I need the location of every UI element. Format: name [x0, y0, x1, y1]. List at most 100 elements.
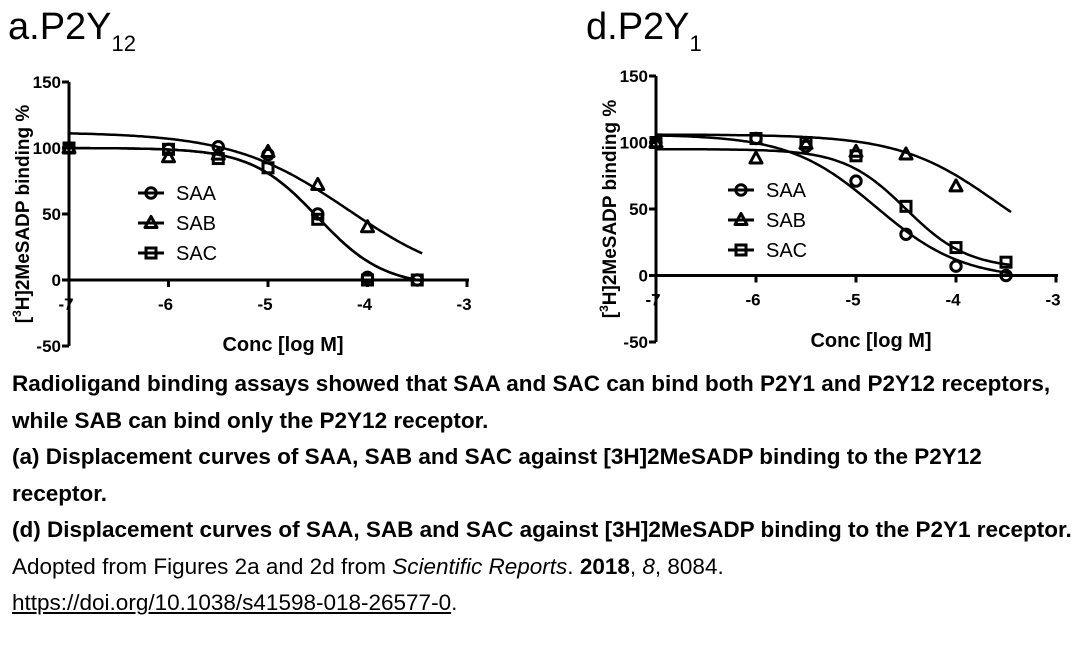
- panel-a-title-subscript: 12: [111, 31, 137, 56]
- d-x-tick-label: -5: [845, 291, 860, 310]
- d-legend-marker-saa: [734, 183, 748, 197]
- a-point-sac: [162, 142, 175, 156]
- a-axes: -50 0 50 100 150 -7 -6 -5 -4 -3 Conc [log M] [3H]2M…: [10, 73, 472, 356]
- caption-doi: https://doi.org/10.1038/s41598-018-26577…: [12, 585, 1078, 622]
- a-point-sab: [360, 219, 375, 234]
- a-x-tick-label: -6: [158, 295, 173, 314]
- a-x-tick-label: -4: [357, 295, 373, 314]
- a-y-label-sup: 3: [10, 310, 24, 317]
- a-legend-label-sab: SAB: [176, 213, 216, 235]
- caption-summary: Radioligand binding assays showed that S…: [12, 371, 1051, 433]
- a-point-sab: [260, 143, 276, 158]
- d-y-tick-label: 0: [639, 267, 648, 286]
- a-curve-sac: [69, 146, 423, 283]
- a-point-sac: [211, 152, 225, 166]
- caption-source: Adopted from Figures 2a and 2d from Scie…: [12, 549, 1078, 586]
- a-points-sac: [62, 141, 424, 287]
- source-sep-2: ,: [629, 553, 643, 579]
- d-point-saa: [899, 227, 913, 241]
- d-points-saa: [649, 131, 1013, 283]
- d-x-tick-label: -4: [945, 291, 961, 310]
- d-y-label-rest: H]2MeSADP binding %: [600, 100, 621, 306]
- a-point-sac: [361, 273, 374, 287]
- d-points-sac: [649, 132, 1013, 269]
- d-point-saa: [849, 174, 863, 188]
- a-curve-sab: [69, 132, 423, 255]
- caption-panel-d: (d) Displacement curves of SAA, SAB and …: [12, 517, 1072, 542]
- panel-a-title-text: a.P2Y: [8, 6, 112, 48]
- d-point-saa: [949, 259, 963, 273]
- d-x-tick-label: -7: [645, 291, 660, 310]
- a-y-tick-label: 100: [33, 139, 61, 158]
- d-legend: SAA SAB SAC: [728, 180, 807, 262]
- a-x-tick-label: -3: [456, 295, 471, 314]
- d-point-sac: [849, 149, 863, 163]
- d-point-sab: [898, 146, 914, 161]
- d-x-tick-label: -3: [1045, 291, 1060, 310]
- d-y-tick-label: 150: [620, 67, 648, 86]
- a-y-tick-label: 150: [33, 73, 61, 92]
- a-point-sac: [261, 161, 275, 175]
- doi-link[interactable]: https://doi.org/10.1038/s41598-018-26577…: [12, 590, 452, 615]
- d-point-sac: [949, 241, 963, 255]
- d-y-tick-label: -50: [623, 333, 648, 352]
- d-x-tick-label: -6: [745, 291, 760, 310]
- d-legend-label-sac: SAC: [766, 240, 807, 262]
- d-legend-marker-sac: [734, 243, 748, 257]
- article-number: , 8084.: [654, 553, 724, 579]
- a-y-label-open: [: [13, 316, 34, 323]
- d-point-sac: [799, 136, 813, 149]
- a-x-tick-label: -7: [58, 295, 73, 314]
- panel-a-title: a.P2Y12: [8, 6, 136, 57]
- d-y-tick-label: 100: [620, 134, 648, 153]
- a-points-saa: [62, 139, 424, 287]
- a-legend-label-saa: SAA: [176, 183, 217, 205]
- d-legend-marker-sab: [733, 212, 749, 226]
- a-legend: SAA SAB SAC: [138, 183, 217, 265]
- d-point-sac: [899, 199, 913, 213]
- d-point-sab: [748, 150, 764, 165]
- journal-name: Scientific Reports: [392, 553, 568, 579]
- a-y-axis-label: [3H]2MeSADP binding %: [10, 105, 34, 324]
- caption-panel-a: (a) Displacement curves of SAA, SAB and …: [12, 444, 982, 506]
- d-curve-saa: [655, 134, 1012, 275]
- figure-caption: Radioligand binding assays showed that S…: [12, 366, 1078, 622]
- a-legend-marker-sab: [143, 215, 159, 229]
- a-point-sac: [311, 212, 325, 226]
- panel-d-title: d.P2Y1: [586, 6, 702, 57]
- d-legend-label-sab: SAB: [766, 210, 806, 232]
- chart-a: -50 0 50 100 150 -7 -6 -5 -4 -3 Conc [log M] [3H]2M…: [10, 73, 472, 356]
- a-legend-marker-sac: [144, 246, 158, 260]
- a-point-sac: [62, 141, 76, 155]
- panel-d-title-subscript: 1: [689, 31, 702, 56]
- a-legend-label-sac: SAC: [176, 243, 217, 265]
- d-point-sac: [749, 132, 763, 146]
- source-sep-1: .: [567, 553, 580, 579]
- a-y-tick-label: -50: [36, 337, 61, 356]
- d-curve-sac: [656, 147, 1012, 267]
- a-x-tick-label: -5: [257, 295, 272, 314]
- panel-d-title-text: d.P2Y: [586, 6, 690, 48]
- doi-suffix: .: [451, 590, 458, 615]
- source-prefix: Adopted from Figures 2a and 2d from: [12, 553, 393, 579]
- d-y-label-sup: 3: [597, 305, 611, 312]
- volume-number: 8: [642, 553, 655, 579]
- d-point-sab: [948, 178, 964, 193]
- publication-year: 2018: [579, 553, 630, 579]
- a-legend-marker-saa: [144, 186, 158, 200]
- a-point-sab: [310, 176, 326, 191]
- a-point-sac: [410, 273, 424, 287]
- a-x-axis-label: Conc [log M]: [222, 334, 343, 356]
- d-point-sac: [649, 136, 663, 149]
- a-y-label-rest: H]2MeSADP binding %: [13, 105, 34, 311]
- chart-d: -50 0 50 100 150 -7 -6 -5 -4 -3 Conc [log M] [3H]2M…: [597, 67, 1061, 352]
- d-point-saa: [999, 268, 1013, 283]
- a-y-tick-label: 0: [52, 271, 61, 290]
- d-axes: -50 0 50 100 150 -7 -6 -5 -4 -3 Conc [log M] [3H]2M…: [597, 67, 1061, 352]
- d-x-axis-label: Conc [log M]: [810, 330, 931, 352]
- d-legend-label-saa: SAA: [766, 180, 807, 202]
- a-point-sab: [161, 149, 176, 164]
- a-y-tick-label: 50: [42, 205, 61, 224]
- d-point-sac: [999, 255, 1013, 269]
- d-y-axis-label: [3H]2MeSADP binding %: [597, 100, 621, 319]
